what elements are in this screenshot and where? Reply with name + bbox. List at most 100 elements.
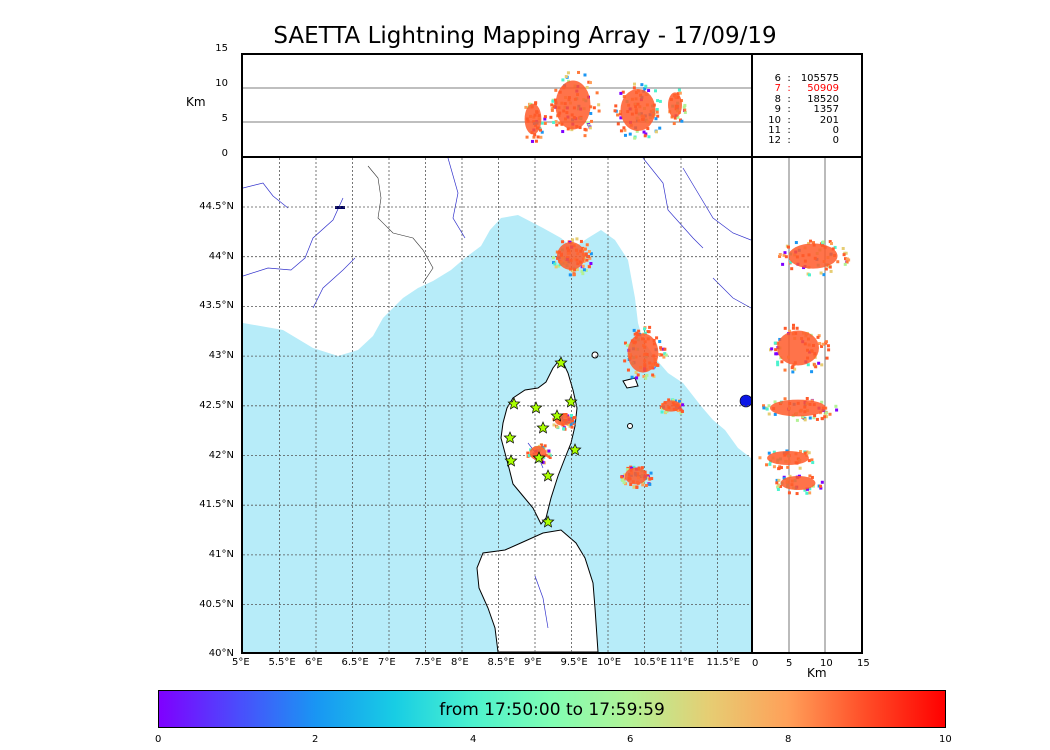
lightning-core	[780, 476, 816, 490]
lightning-source	[807, 241, 811, 245]
lightning-source	[783, 397, 787, 401]
lightning-source	[642, 130, 646, 134]
lightning-source	[663, 347, 667, 351]
station-star	[554, 356, 568, 369]
lightning-source	[633, 82, 637, 86]
lightning-source	[571, 419, 575, 423]
lightning-source	[643, 134, 647, 138]
lightning-source	[584, 269, 588, 273]
station-star	[550, 409, 564, 422]
river	[534, 575, 549, 629]
lightning-source	[622, 481, 626, 485]
lightning-source	[550, 103, 554, 107]
altitude-unit-label: Km	[186, 95, 206, 109]
lightning-source	[646, 330, 650, 334]
lat-tick-label: 42.5°N	[199, 399, 234, 411]
lightning-source	[566, 71, 570, 75]
lightning-source	[659, 347, 663, 351]
lightning-source	[622, 126, 626, 130]
lightning-source	[578, 126, 582, 130]
lightning-source	[818, 484, 822, 488]
altitude-latitude-panel	[751, 156, 863, 654]
lightning-core	[627, 333, 659, 373]
lightning-source	[542, 446, 546, 450]
lightning-source	[571, 238, 575, 242]
lightning-source	[579, 239, 583, 243]
lightning-source	[823, 415, 827, 419]
lightning-source	[781, 262, 785, 266]
lightning-source	[585, 86, 589, 90]
count-row: 8:18520	[774, 93, 839, 105]
lightning-source	[650, 477, 654, 481]
lon-tick-label: 9.5°E	[560, 657, 588, 668]
lightning-source	[645, 373, 649, 377]
lightning-source	[524, 105, 528, 109]
lon-tick-label: 11.5°E	[706, 657, 741, 668]
lightning-source	[805, 491, 809, 495]
lightning-source	[812, 241, 816, 245]
lightning-source	[786, 245, 790, 249]
lightning-source	[828, 240, 832, 244]
lightning-source	[536, 135, 540, 139]
lightning-source	[806, 363, 810, 367]
lightning-source	[776, 360, 780, 364]
lightning-source	[815, 417, 819, 421]
lightning-source	[654, 130, 658, 134]
lightning-source	[778, 465, 782, 469]
lightning-source	[791, 370, 795, 374]
station-star	[532, 451, 546, 464]
lightning-core	[624, 467, 648, 485]
alt-cluster	[549, 70, 601, 138]
side-cluster	[762, 396, 839, 422]
lightning-source	[586, 121, 590, 125]
lightning-source	[790, 366, 794, 370]
lightning-source	[776, 485, 780, 489]
lightning-source	[765, 463, 769, 467]
lightning-source	[632, 485, 636, 489]
lightning-source	[679, 402, 683, 406]
lightning-source	[808, 491, 812, 495]
lightning-source	[543, 117, 547, 121]
lightning-source	[782, 476, 786, 480]
lightning-source	[654, 117, 658, 121]
lightning-source	[584, 252, 588, 256]
lightning-source	[566, 127, 570, 131]
cb-tick-6: 6	[627, 734, 634, 745]
lightning-source	[826, 344, 830, 348]
lightning-source	[575, 268, 579, 272]
lightning-source	[653, 89, 657, 93]
alt-tick-5: 5	[221, 113, 228, 124]
lightning-source	[592, 106, 596, 110]
lon-tick-label: 6°E	[305, 657, 323, 668]
lightning-source	[673, 116, 677, 120]
lightning-source	[587, 255, 591, 259]
cb-tick-0: 0	[155, 734, 162, 745]
lightning-source	[623, 473, 627, 477]
lightning-source	[619, 91, 623, 95]
lightning-source	[648, 477, 652, 481]
lightning-source	[681, 403, 685, 407]
lightning-source	[767, 451, 771, 455]
lightning-source	[680, 409, 684, 413]
lightning-source	[821, 240, 825, 244]
lightning-source	[677, 88, 681, 92]
river	[243, 182, 289, 209]
lightning-source	[655, 110, 659, 114]
lightning-source	[597, 109, 601, 113]
lat-tick-label: 43.5°N	[199, 300, 234, 312]
lightning-source	[619, 129, 623, 133]
lightning-source	[791, 326, 795, 330]
lightning-source	[803, 451, 807, 455]
lightning-source	[825, 411, 829, 415]
lightning-source	[821, 342, 825, 346]
station-star	[507, 397, 521, 410]
lightning-source	[644, 132, 648, 136]
lightning-source	[572, 273, 576, 277]
lightning-source	[833, 245, 837, 249]
lightning-source	[665, 409, 669, 413]
lightning-source	[549, 115, 553, 119]
lightning-source	[676, 92, 680, 96]
lightning-source	[634, 370, 638, 374]
lightning-source	[613, 109, 617, 113]
lightning-source	[580, 269, 584, 273]
